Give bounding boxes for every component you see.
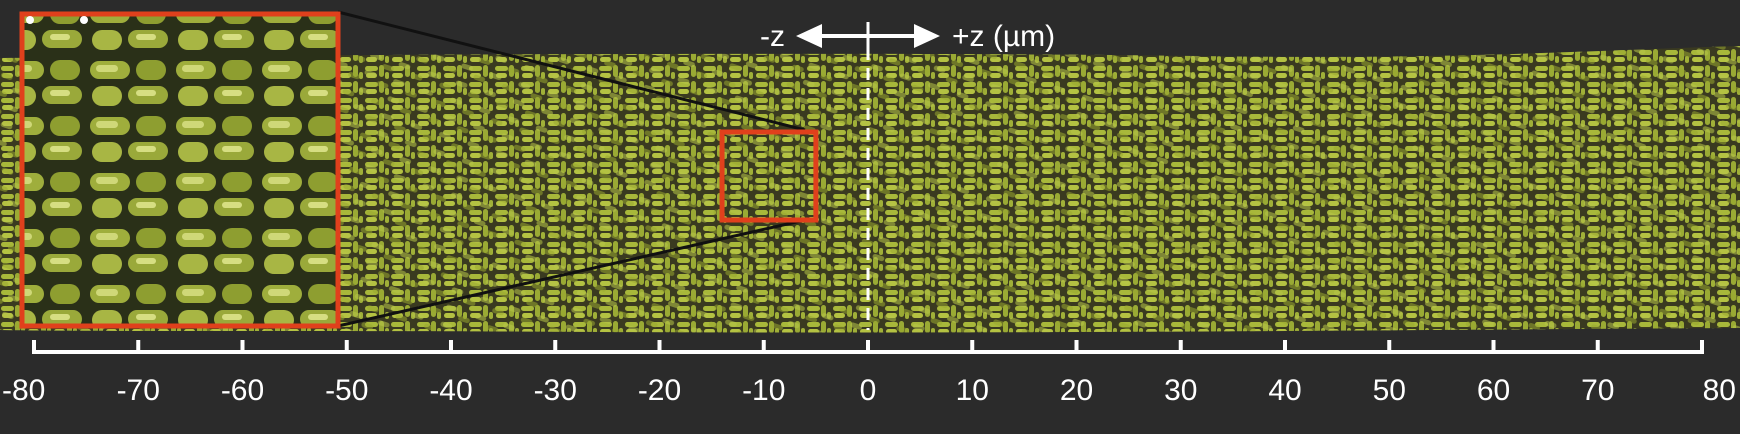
scale-tick-label: 40 — [1268, 374, 1301, 407]
scale-tick-label: -20 — [638, 374, 681, 407]
scale-tick-label: -80 — [2, 374, 45, 407]
scale-tick-label: -70 — [117, 374, 160, 407]
inset-marker-dot — [26, 16, 34, 24]
inset-marker-dot — [80, 16, 88, 24]
arrow-right-icon — [914, 24, 940, 48]
zoom-inset-image — [22, 14, 338, 326]
scale-tick-label: 80 — [1703, 374, 1736, 407]
direction-indicator: -z +z (µm) — [760, 20, 1055, 53]
zoom-inset-border — [19, 11, 341, 329]
scale-axis: -80 -70 -60 -50 -40 -30 -20 -10 0 10 20 30 40 50 60 70 8… — [2, 340, 1736, 407]
scale-tick-label: 0 — [860, 374, 877, 407]
colony-texture — [0, 46, 1740, 333]
scale-tick-label: 60 — [1477, 374, 1510, 407]
plus-z-label: +z (µm) — [952, 20, 1055, 53]
zoom-region-box — [719, 129, 819, 223]
scale-tick-label: -40 — [429, 374, 472, 407]
scale-tick-label: 20 — [1060, 374, 1093, 407]
scale-tick-label: -10 — [742, 374, 785, 407]
scale-tick-label: 10 — [956, 374, 989, 407]
scale-tick-label: 30 — [1164, 374, 1197, 407]
minus-z-label: -z — [760, 20, 785, 53]
scale-tick-label: -30 — [534, 374, 577, 407]
scale-tick-label: -50 — [325, 374, 368, 407]
arrow-left-icon — [796, 24, 822, 48]
zoom-connector-top — [337, 10, 806, 132]
scale-tick-label: 70 — [1581, 374, 1614, 407]
scale-tick-label: -60 — [221, 374, 264, 407]
zoom-connector-bottom — [337, 218, 806, 328]
scale-tick-label: 50 — [1373, 374, 1406, 407]
